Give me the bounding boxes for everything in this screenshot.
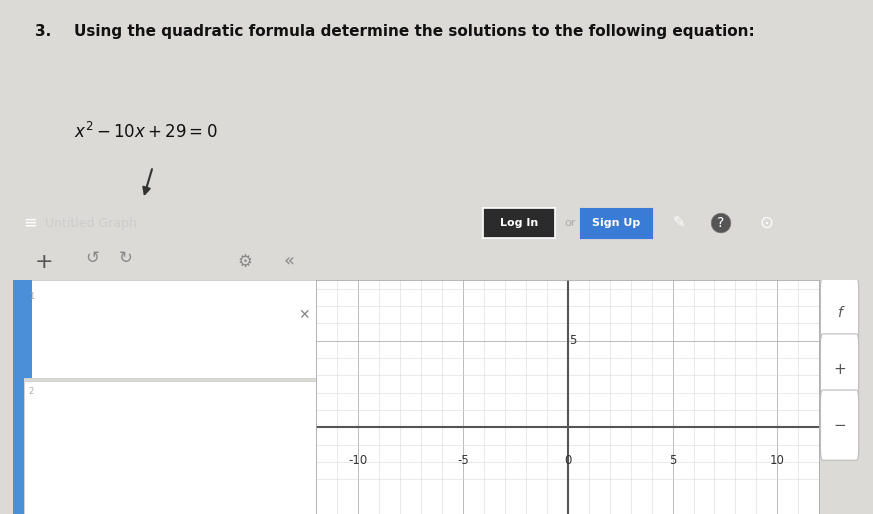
Text: 5: 5 (669, 454, 677, 467)
Text: ↻: ↻ (119, 249, 133, 267)
Text: -5: -5 (457, 454, 469, 467)
Bar (24, 280, 32, 378)
Text: Log In: Log In (500, 218, 538, 228)
Bar (13, 280, 24, 514)
Text: +: + (34, 252, 53, 271)
FancyBboxPatch shape (821, 334, 859, 404)
Text: −: − (833, 418, 846, 433)
Text: +: + (833, 361, 846, 376)
Text: ↺: ↺ (85, 249, 99, 267)
Text: Using the quadratic formula determine the solutions to the following equation:: Using the quadratic formula determine th… (74, 24, 755, 40)
FancyBboxPatch shape (821, 278, 859, 348)
Text: ✎: ✎ (672, 215, 685, 231)
Text: ⚙: ⚙ (237, 252, 252, 271)
Text: 3.: 3. (35, 24, 52, 40)
Text: ?: ? (718, 216, 725, 230)
Text: f: f (837, 306, 842, 320)
Text: 2: 2 (29, 388, 34, 396)
Text: ⊙: ⊙ (760, 214, 773, 232)
Text: 10: 10 (770, 454, 785, 467)
Text: Untitled Graph: Untitled Graph (45, 216, 137, 230)
Bar (24, 280, 316, 378)
Text: 5: 5 (569, 334, 576, 347)
Text: ≡: ≡ (24, 214, 38, 232)
Text: -10: -10 (348, 454, 368, 467)
Text: or: or (565, 218, 576, 228)
Text: Sign Up: Sign Up (592, 218, 641, 228)
Text: $x^2 - 10x + 29 = 0$: $x^2 - 10x + 29 = 0$ (74, 122, 217, 142)
FancyBboxPatch shape (821, 390, 859, 460)
Bar (24, 381, 316, 514)
Text: 0: 0 (564, 454, 572, 467)
Text: ✕: ✕ (298, 308, 310, 322)
Text: 1: 1 (29, 292, 34, 301)
Text: «: « (284, 252, 295, 271)
